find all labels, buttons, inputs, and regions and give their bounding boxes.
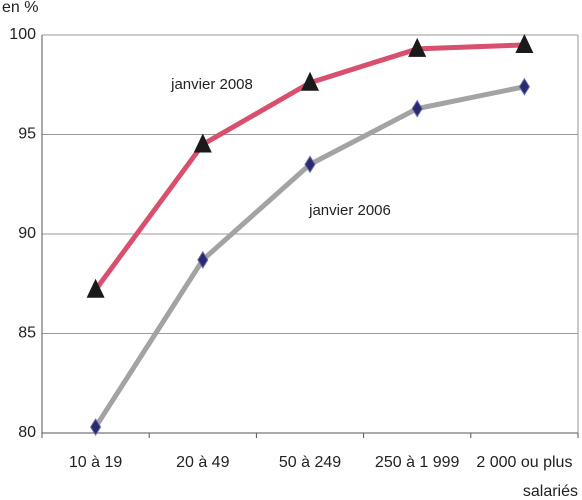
marker [86, 278, 105, 298]
marker [515, 33, 534, 53]
x-tick-label: 10 à 19 [69, 454, 122, 471]
series-label: janvier 2008 [170, 76, 253, 93]
series-line [93, 84, 525, 429]
y-tick-label: 80 [18, 424, 36, 441]
marker [518, 77, 530, 96]
marker [408, 37, 427, 57]
marker [304, 155, 316, 174]
x-tick-label: 250 à 1 999 [375, 454, 460, 471]
y-tick-label: 100 [9, 26, 36, 43]
y-axis-label: en % [2, 0, 38, 16]
marker [411, 99, 423, 118]
marker [193, 133, 212, 153]
marker [301, 71, 319, 91]
marker [197, 250, 209, 269]
x-tick-label: 2 000 ou plus [476, 454, 572, 471]
y-tick-label: 90 [18, 225, 36, 242]
y-tick-label: 85 [18, 325, 36, 342]
x-tick-label: 50 à 249 [279, 454, 341, 471]
marker [90, 418, 102, 436]
series-label: janvier 2006 [308, 202, 391, 219]
y-tick-label: 95 [18, 126, 36, 143]
x-tick-label: 20 à 49 [176, 454, 229, 471]
x-axis-label: salariés [523, 483, 578, 500]
